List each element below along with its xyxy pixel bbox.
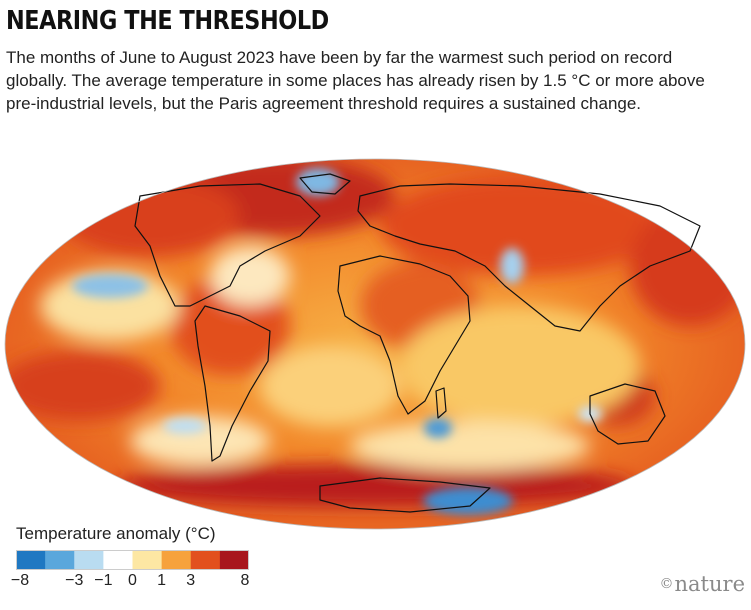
legend-title: Temperature anomaly (°C) bbox=[16, 524, 216, 543]
colorbar-segment bbox=[103, 550, 134, 570]
brand-name: nature bbox=[674, 572, 745, 596]
legend-tick-label: 1 bbox=[157, 572, 167, 589]
colorbar-segment bbox=[219, 550, 249, 570]
coastlines bbox=[134, 173, 701, 513]
legend-tick-label: −1 bbox=[94, 572, 113, 589]
anomaly-map bbox=[0, 156, 751, 536]
legend-tick-label: 8 bbox=[240, 572, 250, 589]
colorbar-outline bbox=[16, 550, 249, 570]
legend-tick-label: −8 bbox=[10, 572, 30, 589]
figure-title: NEARING THE THRESHOLD bbox=[6, 6, 329, 36]
copyright-symbol: © bbox=[659, 576, 674, 592]
legend-tick-label: −3 bbox=[65, 572, 84, 589]
colorbar-segment bbox=[190, 550, 221, 570]
nature-logo: ©nature bbox=[660, 572, 745, 596]
colorbar-segment bbox=[74, 550, 104, 570]
figure-subtitle: The months of June to August 2023 have b… bbox=[6, 48, 705, 113]
legend-colorbar bbox=[16, 550, 249, 570]
world-map bbox=[4, 158, 746, 530]
colorbar-segment bbox=[161, 550, 192, 570]
colorbar-segment bbox=[132, 550, 163, 570]
globe-outline bbox=[4, 158, 746, 530]
colorbar-segment bbox=[45, 550, 75, 570]
legend-tick-label: 0 bbox=[128, 572, 137, 589]
legend-tick-label: 3 bbox=[186, 572, 196, 589]
colorbar-segment bbox=[16, 550, 46, 570]
